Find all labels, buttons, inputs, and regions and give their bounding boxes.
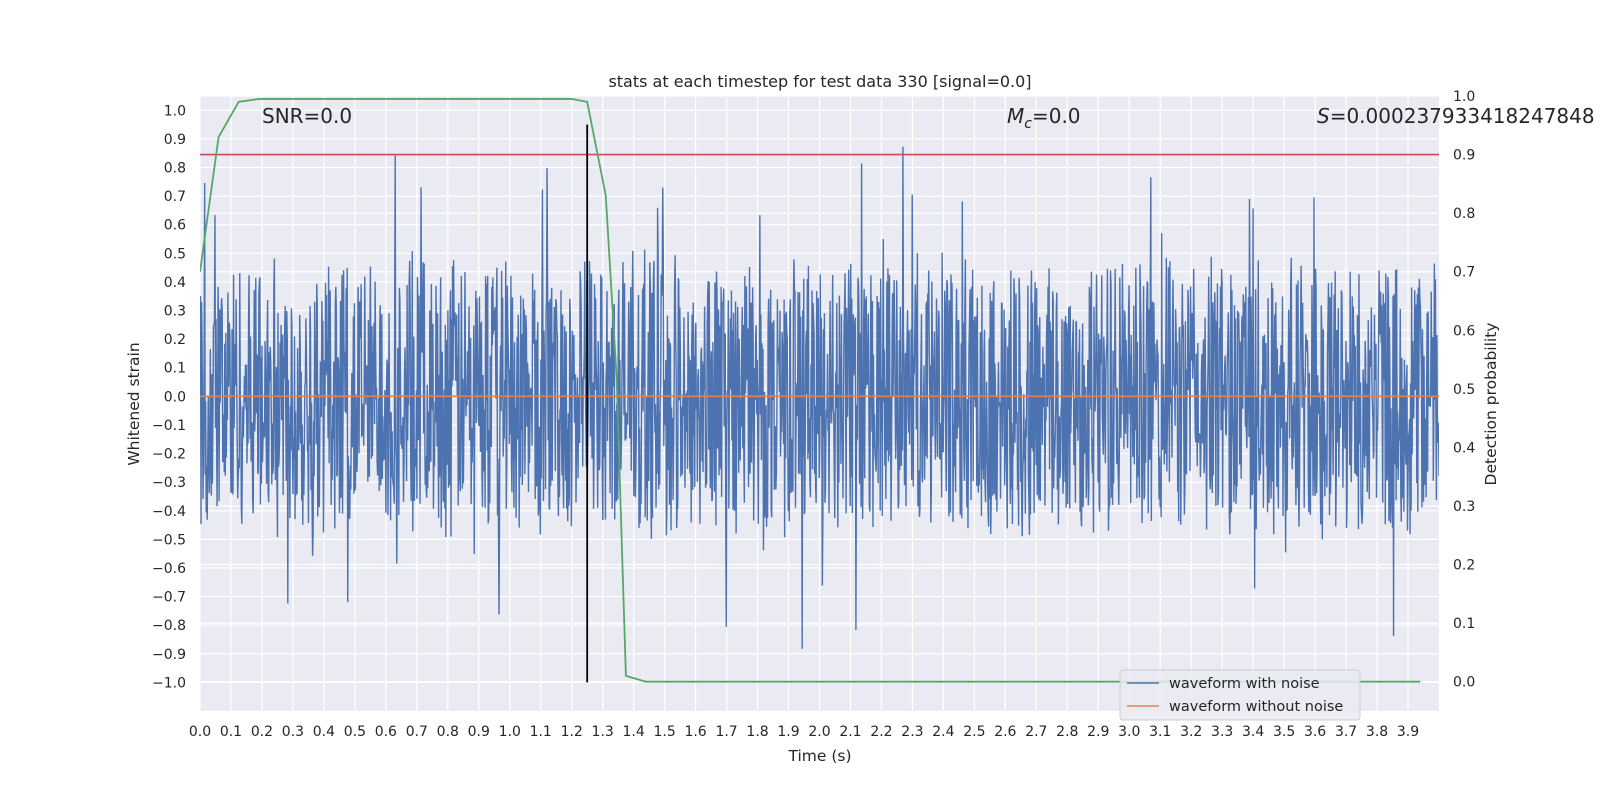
x-tick-label: 1.1 xyxy=(530,724,552,740)
x-tick-label: 3.8 xyxy=(1366,724,1388,740)
y-tick-label: −0.1 xyxy=(152,418,186,434)
x-tick-label: 3.0 xyxy=(1118,724,1140,740)
x-axis-label: Time (s) xyxy=(787,747,851,765)
y-tick-label: 0.9 xyxy=(164,132,186,148)
x-tick-label: 3.6 xyxy=(1304,724,1326,740)
s-value: =0.000237933418247848 xyxy=(1330,104,1595,128)
chirp-mass-subscript: c xyxy=(1024,116,1032,132)
y2-tick-label: 0.5 xyxy=(1453,382,1475,398)
x-tick-label: 2.3 xyxy=(901,724,923,740)
y-tick-label: 0.8 xyxy=(164,161,186,177)
y2-tick-label: 1.0 xyxy=(1453,89,1475,105)
x-tick-label: 2.7 xyxy=(1025,724,1047,740)
legend-label-noise: waveform with noise xyxy=(1169,676,1320,692)
x-tick-label: 0.2 xyxy=(251,724,273,740)
y2-tick-label: 0.3 xyxy=(1453,499,1475,515)
x-tick-label: 0.1 xyxy=(220,724,242,740)
y2-axis-label: Detection probability xyxy=(1482,323,1500,486)
snr-annotation: SNR=0.0 xyxy=(262,104,352,128)
x-tick-label: 3.2 xyxy=(1180,724,1202,740)
x-tick-label: 1.7 xyxy=(715,724,737,740)
x-tick-label: 2.5 xyxy=(963,724,985,740)
y2-ticks: 1.0 0.9 0.8 0.7 0.6 0.5 0.4 0.3 0.2 0.1 0.0 xyxy=(1453,89,1475,691)
x-tick-label: 1.3 xyxy=(592,724,614,740)
y2-tick-label: 0.0 xyxy=(1453,675,1475,691)
y-tick-label: −0.9 xyxy=(152,647,186,663)
x-ticks: 0.0 0.1 0.2 0.3 0.4 0.5 0.6 0.7 0.8 0.9 1.0 1.1 1.2 1… xyxy=(189,724,1419,740)
x-tick-label: 0.4 xyxy=(313,724,335,740)
y-tick-label: 1.0 xyxy=(164,103,186,119)
y2-tick-label: 0.6 xyxy=(1453,323,1475,339)
x-tick-label: 3.5 xyxy=(1273,724,1295,740)
x-tick-label: 1.4 xyxy=(623,724,645,740)
x-tick-label: 3.3 xyxy=(1211,724,1233,740)
y-tick-label: −0.4 xyxy=(152,504,186,520)
y-tick-label: 0.7 xyxy=(164,189,186,205)
y2-tick-label: 0.7 xyxy=(1453,265,1475,281)
y-tick-label: 0.5 xyxy=(164,246,186,262)
x-tick-label: 3.1 xyxy=(1149,724,1171,740)
x-tick-label: 2.6 xyxy=(994,724,1016,740)
x-tick-label: 0.7 xyxy=(406,724,428,740)
y-tick-label: −1.0 xyxy=(152,675,186,691)
y2-tick-label: 0.1 xyxy=(1453,616,1475,632)
y-tick-label: 0.4 xyxy=(164,275,186,291)
series-detection-probability xyxy=(200,98,1421,683)
series-layer xyxy=(200,98,1439,683)
x-tick-label: 2.0 xyxy=(808,724,830,740)
y2-tick-label: 0.4 xyxy=(1453,440,1475,456)
x-tick-label: 3.9 xyxy=(1397,724,1419,740)
x-tick-label: 0.5 xyxy=(344,724,366,740)
x-tick-label: 1.0 xyxy=(499,724,521,740)
x-tick-label: 1.9 xyxy=(777,724,799,740)
x-tick-label: 1.5 xyxy=(653,724,675,740)
chirp-mass-annotation: Mc=0.0 xyxy=(1007,104,1081,132)
legend: waveform with noise waveform without noi… xyxy=(1119,669,1361,721)
y-tick-label: −0.2 xyxy=(152,447,186,463)
x-tick-label: 2.9 xyxy=(1087,724,1109,740)
y2-tick-label: 0.2 xyxy=(1453,558,1475,574)
x-tick-label: 2.2 xyxy=(870,724,892,740)
y2-tick-label: 0.8 xyxy=(1453,206,1475,222)
series-waveform-with-noise xyxy=(200,146,1439,649)
x-tick-label: 3.4 xyxy=(1242,724,1264,740)
y-tick-label: 0.6 xyxy=(164,218,186,234)
x-tick-label: 0.9 xyxy=(468,724,490,740)
y-tick-label: 0.3 xyxy=(164,304,186,320)
x-tick-label: 3.7 xyxy=(1335,724,1357,740)
x-tick-label: 1.2 xyxy=(561,724,583,740)
y-axis-label: Whitened strain xyxy=(125,342,143,465)
y-tick-label: −0.6 xyxy=(152,561,186,577)
x-tick-label: 2.1 xyxy=(839,724,861,740)
x-tick-label: 2.8 xyxy=(1056,724,1078,740)
x-tick-label: 0.0 xyxy=(189,724,211,740)
chart-title: stats at each timestep for test data 330… xyxy=(608,72,1031,91)
x-tick-label: 0.6 xyxy=(375,724,397,740)
y-tick-label: 0.1 xyxy=(164,361,186,377)
y-tick-label: 0.0 xyxy=(164,389,186,405)
x-tick-label: 0.8 xyxy=(437,724,459,740)
y-tick-label: −0.5 xyxy=(152,532,186,548)
chirp-mass-value: =0.0 xyxy=(1032,104,1081,128)
x-tick-label: 1.8 xyxy=(746,724,768,740)
y-tick-label: −0.8 xyxy=(152,618,186,634)
y2-tick-label: 0.9 xyxy=(1453,148,1475,164)
legend-box xyxy=(1119,669,1361,721)
s-symbol: S xyxy=(1317,104,1330,128)
x-tick-label: 2.4 xyxy=(932,724,954,740)
y-tick-label: 0.2 xyxy=(164,332,186,348)
y-tick-label: −0.3 xyxy=(152,475,186,491)
chirp-mass-symbol: M xyxy=(1007,104,1024,128)
s-annotation: S=0.000237933418247848 xyxy=(1317,104,1595,128)
y-ticks: 1.0 0.9 0.8 0.7 0.6 0.5 0.4 0.3 0.2 0.1 0.0 −0.1 −0.… xyxy=(152,103,186,691)
x-tick-label: 0.3 xyxy=(282,724,304,740)
x-tick-label: 1.6 xyxy=(684,724,706,740)
y-tick-label: −0.7 xyxy=(152,590,186,606)
legend-label-clean: waveform without noise xyxy=(1169,699,1343,715)
